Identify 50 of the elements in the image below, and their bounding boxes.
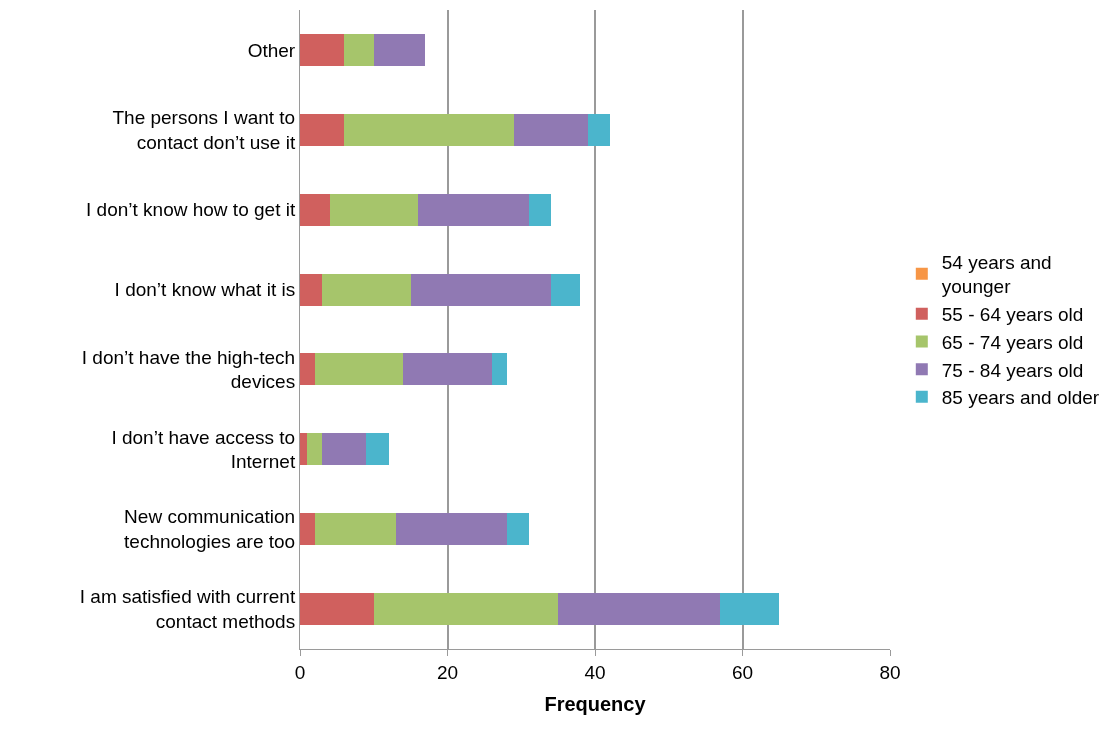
bar xyxy=(300,513,315,546)
bar xyxy=(322,273,411,306)
bar xyxy=(550,273,581,306)
bar xyxy=(322,433,367,466)
bar xyxy=(300,353,315,386)
bar xyxy=(314,353,404,386)
bar xyxy=(314,513,396,546)
y-tick-label: Other xyxy=(247,39,296,61)
legend-label: 54 years and younger xyxy=(941,251,1052,298)
bar xyxy=(300,593,374,626)
bar xyxy=(300,113,345,146)
bar xyxy=(403,353,492,386)
y-tick-label: New communication technologies are too xyxy=(124,506,296,553)
bar xyxy=(373,33,426,66)
bar xyxy=(491,353,507,386)
x-tick-label: 0 xyxy=(294,661,306,683)
bar xyxy=(395,513,507,546)
bar xyxy=(300,193,330,226)
bar xyxy=(418,193,529,226)
y-tick-label: I don’t have the high-tech devices xyxy=(81,346,296,393)
y-tick-label: I am satisfied with current contact methods xyxy=(79,586,296,633)
bar xyxy=(506,513,529,546)
bar xyxy=(587,113,610,146)
legend-label: 65 - 74 years old xyxy=(941,331,1084,353)
bar xyxy=(373,593,559,626)
legend-label: 55 - 64 years old xyxy=(941,304,1084,326)
x-axis-title: Frequency xyxy=(544,693,647,716)
bar xyxy=(720,593,780,626)
bar xyxy=(329,193,418,226)
bar xyxy=(410,273,551,306)
bar xyxy=(366,433,389,466)
y-tick-label: I don’t have access to Internet xyxy=(111,426,296,473)
bar xyxy=(300,273,323,306)
bar xyxy=(300,433,308,466)
y-tick-label: The persons I want to contact don’t use it xyxy=(112,107,296,153)
y-tick-label: I don’t know how to get it xyxy=(86,199,296,221)
x-tick-label: 40 xyxy=(584,661,606,683)
bar xyxy=(558,593,721,626)
y-tick-label: I don’t know what it is xyxy=(114,279,296,301)
legend-label: 75 - 84 years old xyxy=(941,359,1084,381)
bar xyxy=(513,113,588,146)
bar xyxy=(344,113,514,146)
bar xyxy=(300,33,345,66)
x-tick-label: 80 xyxy=(879,661,901,683)
bar xyxy=(344,33,374,66)
bar xyxy=(307,433,323,466)
bar xyxy=(528,193,551,226)
legend-label: 85 years and older xyxy=(941,387,1100,409)
x-tick-label: 60 xyxy=(731,661,754,683)
x-tick-label: 20 xyxy=(436,661,459,683)
